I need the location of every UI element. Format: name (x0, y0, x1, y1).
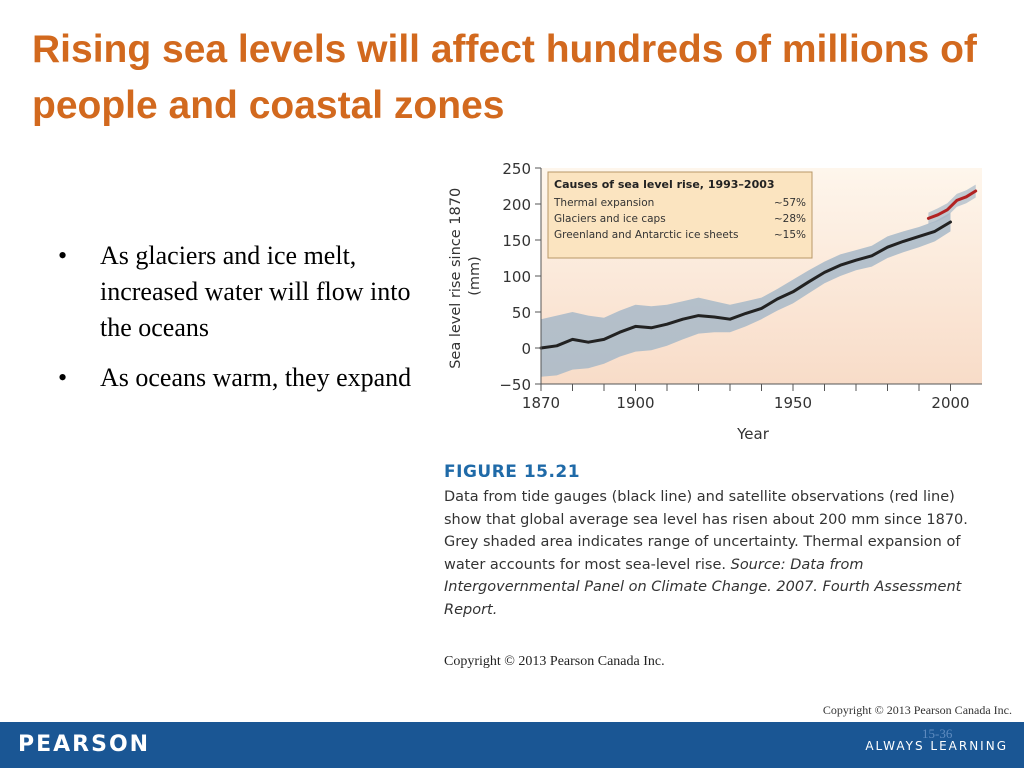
slide-title: Rising sea levels will affect hundreds o… (32, 28, 977, 127)
inset-row-label: Greenland and Antarctic ice sheets (554, 229, 738, 241)
inset-row-value: ~15% (774, 229, 806, 241)
slide-copyright: Copyright © 2013 Pearson Canada Inc. (822, 703, 1012, 717)
x-tick-label: 1900 (616, 394, 654, 412)
y-tick-label: 150 (502, 232, 531, 250)
y-axis-title: Sea level rise since 1870 (mm) (448, 183, 483, 369)
footer-bar: PEARSON 15-36 ALWAYS LEARNING (0, 722, 1024, 768)
y-tick-label: 0 (521, 340, 531, 358)
satellite-line (926, 189, 978, 220)
y-tick-label: 250 (502, 160, 531, 178)
inset-rows: Thermal expansion ~57% Glaciers and ice ca… (553, 197, 806, 241)
causes-inset: Causes of sea level rise, 1993–2003 Ther… (547, 171, 813, 259)
figure-caption: Data from tide gauges (black line) and s… (444, 489, 968, 573)
y-tick-label: 100 (502, 268, 531, 286)
figure-caption-block: Data from tide gauges (black line) and s… (444, 486, 984, 621)
bullet-item: • As oceans warm, they expand (58, 360, 418, 396)
inset-row-label: Thermal expansion (553, 197, 654, 209)
x-tick-label: 2000 (931, 394, 969, 412)
bullet-icon: • (58, 363, 68, 392)
slide-number: 15-36 (922, 726, 953, 741)
bullet-text: As oceans warm, they expand (100, 363, 412, 392)
y-axis-title-line-2: (mm) (467, 256, 483, 296)
sea-level-chart: 250 200 150 100 50 0 −50 1870 1900 1950 2000 Year … (436, 152, 996, 452)
tide_gauge-uncertainty-band (541, 212, 951, 377)
footer-tagline: ALWAYS LEARNING (865, 739, 1008, 753)
pearson-logo: PEARSON (18, 732, 151, 757)
figure-source: Source: Data from Intergovernmental Pane… (444, 556, 962, 618)
inset-row-value: ~28% (774, 213, 806, 225)
y-tick-label: 50 (512, 304, 531, 322)
x-tick-label: 1870 (522, 394, 560, 412)
y-tick-label: 200 (502, 196, 531, 214)
inset-title: Causes of sea level rise, 1993–2003 (554, 178, 775, 191)
y-tick-label: −50 (499, 376, 531, 394)
y-axis-title-line-1: Sea level rise since 1870 (448, 188, 464, 369)
series-line-layer (539, 189, 978, 350)
bullet-icon: • (58, 241, 68, 270)
bullet-list: • As glaciers and ice melt, increased wa… (58, 238, 418, 410)
x-axis-title: Year (736, 425, 770, 443)
inset-box (547, 171, 813, 259)
inset-row-value: ~57% (774, 197, 806, 209)
bullet-item: • As glaciers and ice melt, increased wa… (58, 238, 418, 346)
bullet-text: As glaciers and ice melt, increased wate… (100, 241, 411, 342)
tide_gauge-line (539, 220, 952, 350)
figure-label: FIGURE 15.21 (444, 462, 581, 482)
figure-copyright: Copyright © 2013 Pearson Canada Inc. (444, 654, 665, 669)
x-tick-label: 1950 (774, 394, 812, 412)
inset-row-label: Glaciers and ice caps (554, 213, 666, 225)
